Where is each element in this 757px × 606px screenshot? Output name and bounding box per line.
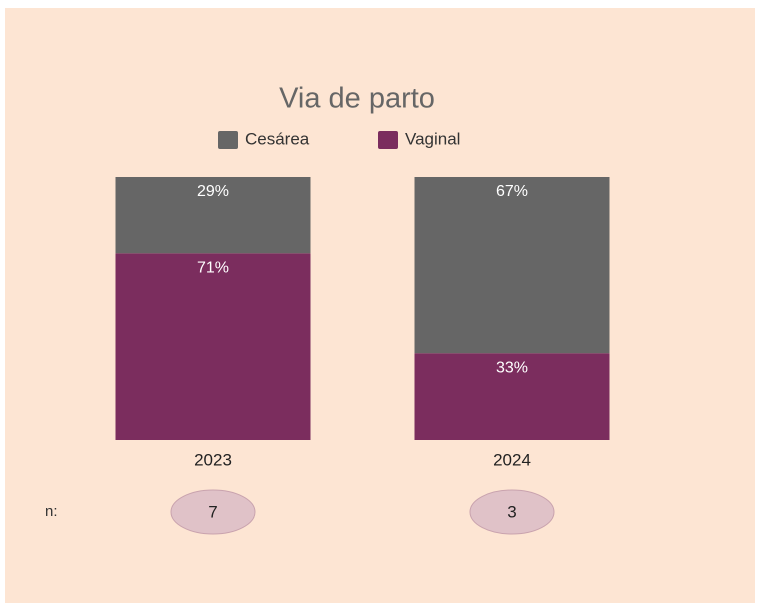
bar-segment xyxy=(414,177,610,354)
bar-segment xyxy=(115,253,311,440)
chart-title: Via de parto xyxy=(279,83,435,115)
n-value: 3 xyxy=(507,502,516,521)
n-label: n: xyxy=(45,503,58,520)
value-label: 33% xyxy=(496,359,528,376)
x-tick-label: 2024 xyxy=(493,450,531,469)
n-badge xyxy=(469,489,555,535)
value-label: 29% xyxy=(197,183,229,200)
n-badge xyxy=(170,489,256,535)
legend-label: Cesárea xyxy=(245,129,310,148)
legend-label: Vaginal xyxy=(405,129,460,148)
x-tick-label: 2023 xyxy=(194,450,232,469)
bar-segment xyxy=(115,177,311,254)
legend-swatch xyxy=(378,131,398,149)
legend-swatch xyxy=(218,131,238,149)
n-value: 7 xyxy=(208,502,217,521)
value-label: 71% xyxy=(197,259,229,276)
value-label: 67% xyxy=(496,183,528,200)
bar-segment xyxy=(414,353,610,440)
